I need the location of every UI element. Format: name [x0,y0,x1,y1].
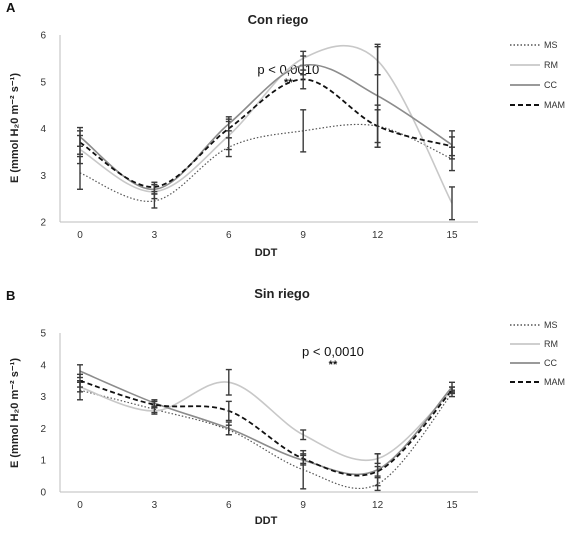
legend-label: MS [544,40,558,50]
panel-letter: B [6,288,15,303]
error-bar [77,373,83,388]
series-rm [77,368,455,465]
error-bar [151,181,158,193]
significance-stars: ** [329,359,338,371]
series-ms [77,380,455,492]
series-line [79,63,453,191]
error-bar [300,109,307,153]
y-tick-label: 2 [40,424,46,435]
error-bar [225,400,232,422]
legend-label: MS [544,320,558,330]
error-bar [449,186,455,221]
legend: MS RM CC MAM [510,320,565,387]
y-tick-label: 4 [40,124,46,135]
error-bar [225,421,232,436]
series-line [79,379,453,477]
x-tick-label: 6 [226,500,232,511]
y-tick-label: 0 [40,488,46,499]
y-tick-label: 5 [40,77,46,88]
x-tick-label: 15 [446,230,458,241]
error-bar [77,130,83,155]
error-bar [225,118,232,139]
series-mam [77,69,455,193]
panel-a: A Con riego 2 3 4 5 6 0 3 6 9 12 15 DDT E (mmol H₂0 m⁻… [6,0,565,259]
error-bar [225,368,232,396]
chart-title: Sin riego [254,286,310,301]
series-ms [77,104,455,209]
legend: MS RM CC MAM [510,40,565,110]
legend-label: RM [544,60,558,70]
series-cc [77,364,455,487]
error-bar [374,465,381,477]
legend-label: CC [544,80,557,90]
x-tick-label: 12 [372,500,384,511]
x-tick-label: 9 [300,230,306,241]
x-axis-title: DDT [255,247,278,259]
series-line [79,78,453,188]
error-bar [300,453,307,465]
error-bar [300,69,307,90]
chart-title: Con riego [248,12,309,27]
y-tick-label: 6 [40,31,46,42]
legend-label: CC [544,358,557,368]
error-bar [449,386,455,395]
error-bar [449,136,455,157]
y-axis-title: E (mmol H₂0 m⁻² s⁻¹) [9,358,21,468]
x-tick-label: 3 [152,230,158,241]
series-line [79,381,453,461]
legend-label: MAM [544,377,565,387]
x-tick-label: 15 [446,500,458,511]
y-tick-label: 5 [40,329,46,340]
x-tick-label: 3 [152,500,158,511]
x-tick-label: 9 [300,500,306,511]
series-line [79,123,453,202]
y-tick-label: 4 [40,360,46,371]
significance-label: p < 0,0010 [302,344,364,359]
y-tick-label: 1 [40,456,46,467]
x-axis-title: DDT [255,515,278,527]
legend-label: RM [544,339,558,349]
error-bar [374,109,381,144]
series-mam [77,373,455,477]
y-tick-label: 3 [40,171,46,182]
x-tick-label: 6 [226,230,232,241]
y-axis-title: E (mmol H₂0 m⁻² s⁻¹) [9,73,21,183]
y-tick-label: 3 [40,392,46,403]
series-line [79,370,453,476]
x-tick-label: 0 [77,230,83,241]
error-bar [151,400,158,409]
legend-label: MAM [544,100,565,110]
x-tick-label: 0 [77,500,83,511]
panel-letter: A [6,0,16,15]
series-line [79,389,453,489]
y-tick-label: 2 [40,218,46,229]
error-bar [300,429,307,441]
x-tick-label: 12 [372,230,384,241]
